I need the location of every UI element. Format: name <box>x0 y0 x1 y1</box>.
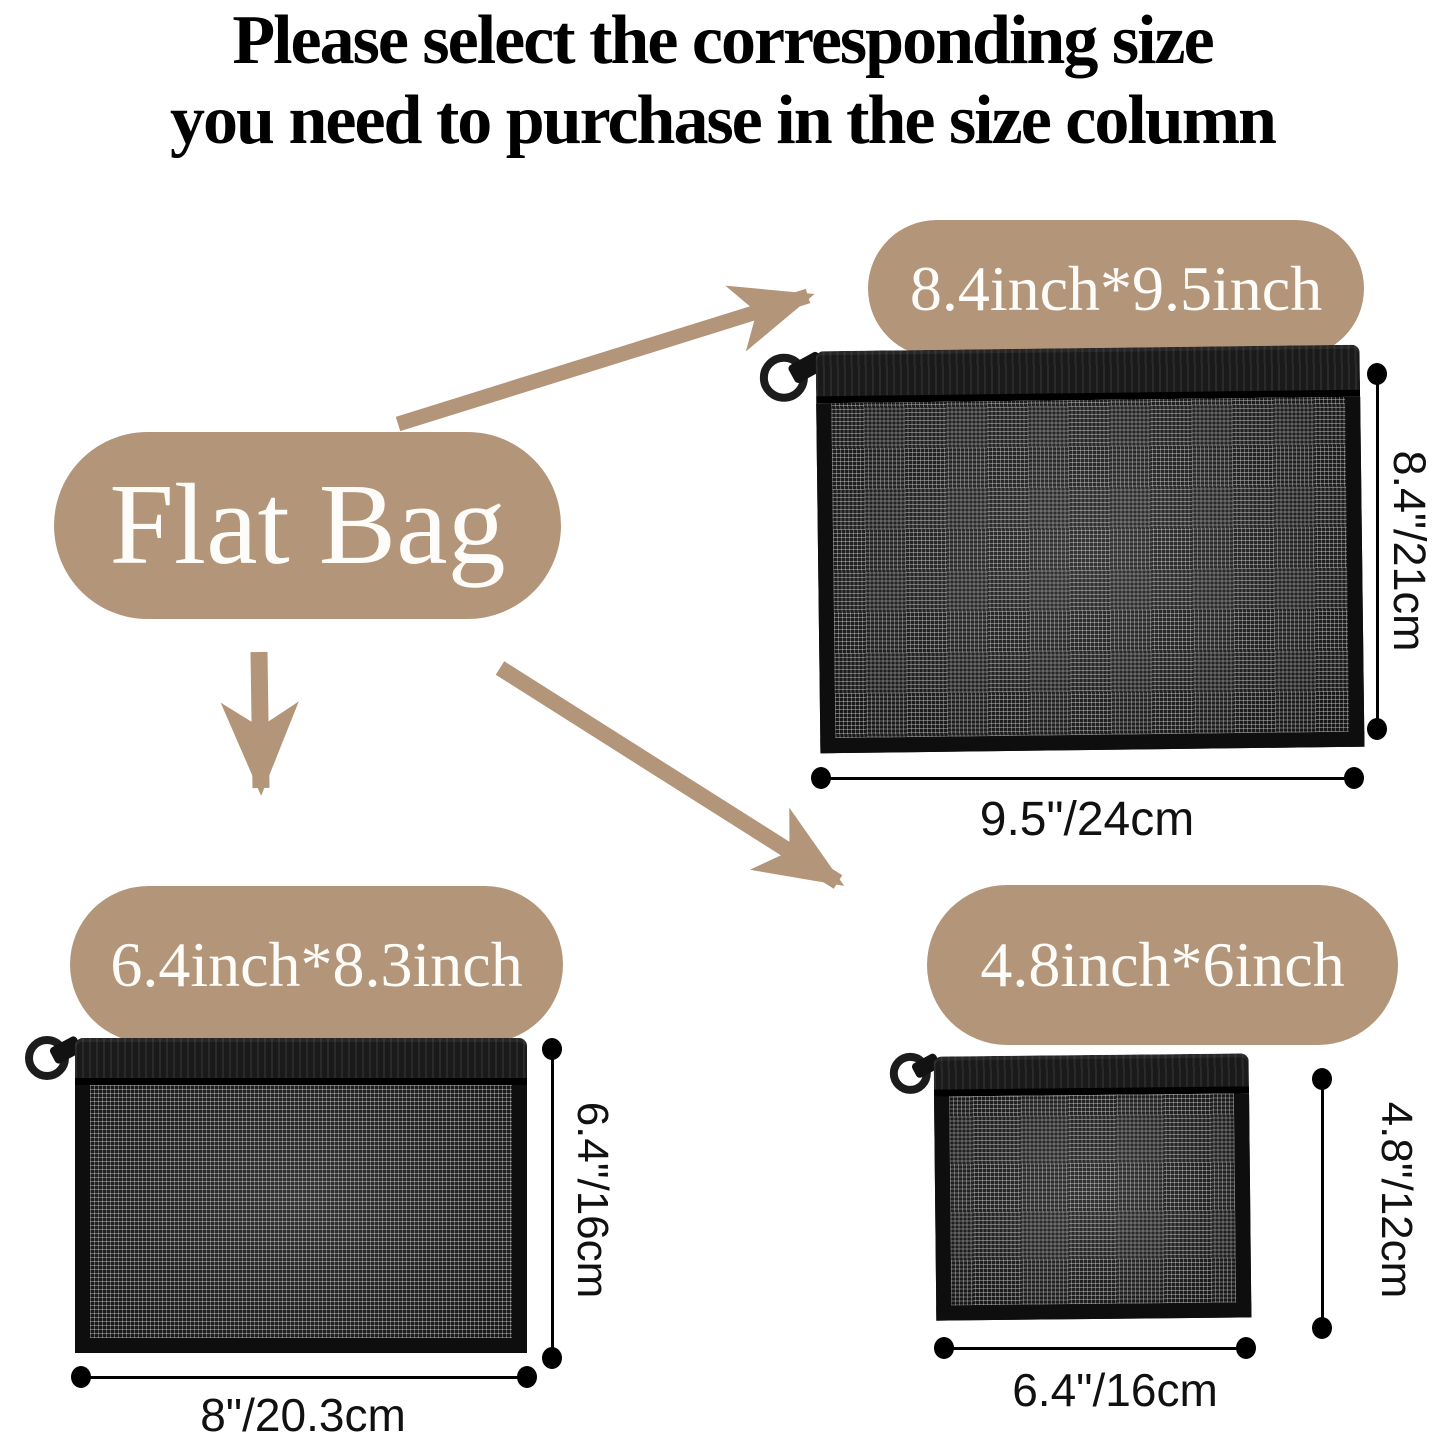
width-dimension-line-small <box>944 1347 1246 1350</box>
arrow-to-large-icon <box>395 285 815 432</box>
dimension-dot <box>1367 718 1387 740</box>
dimension-dot <box>1236 1337 1256 1359</box>
size-badge-small: 4.8inch*6inch <box>927 885 1398 1045</box>
width-dimension-line-medium <box>81 1376 527 1379</box>
dimension-dot <box>1367 363 1387 385</box>
size-badge-large: 8.4inch*9.5inch <box>868 220 1364 357</box>
width-dimension-label-large: 9.5"/24cm <box>979 793 1195 846</box>
dimension-dot <box>71 1366 91 1388</box>
dimension-dot <box>517 1366 537 1388</box>
mesh-panel <box>75 1085 527 1353</box>
width-dimension-label-medium: 8"/20.3cm <box>200 1389 406 1432</box>
height-dimension-label-small: 4.8"/12cm <box>1372 1101 1421 1299</box>
product-name-badge: Flat Bag <box>54 432 561 619</box>
mesh-panel <box>816 396 1365 754</box>
height-dimension-label-medium: 6.4"/16cm <box>568 1101 617 1299</box>
page-title-line-1: Please select the corresponding size <box>232 2 1214 79</box>
height-dimension-line-medium <box>551 1048 554 1358</box>
dimension-dot <box>934 1337 954 1359</box>
arrow-to-medium-icon <box>220 651 299 796</box>
height-dimension-line-large <box>1376 373 1379 729</box>
dimension-dot <box>542 1347 562 1369</box>
width-dimension-line-large <box>820 777 1354 780</box>
mesh-bag-medium <box>25 1035 527 1353</box>
zipper-tape <box>75 1038 527 1085</box>
dimension-dot <box>811 767 831 789</box>
zipper-tape <box>933 1053 1250 1097</box>
zipper-tape <box>815 344 1361 404</box>
arrow-to-small-icon <box>495 661 845 889</box>
dimension-dot <box>542 1038 562 1060</box>
dimension-dot <box>1312 1317 1332 1339</box>
height-dimension-label-large: 8.4"/21cm <box>1384 450 1435 652</box>
dimension-dot <box>1312 1068 1332 1090</box>
size-badge-medium: 6.4inch*8.3inch <box>70 886 563 1043</box>
mesh-panel <box>934 1093 1252 1321</box>
height-dimension-line-small <box>1321 1078 1324 1328</box>
mesh-bag-large <box>759 344 1365 754</box>
dimension-dot <box>1344 767 1364 789</box>
page-title-line-2: you need to purchase in the size column <box>170 82 1277 159</box>
width-dimension-label-small: 6.4"/16cm <box>1012 1364 1218 1416</box>
mesh-bag-small <box>889 1052 1252 1321</box>
